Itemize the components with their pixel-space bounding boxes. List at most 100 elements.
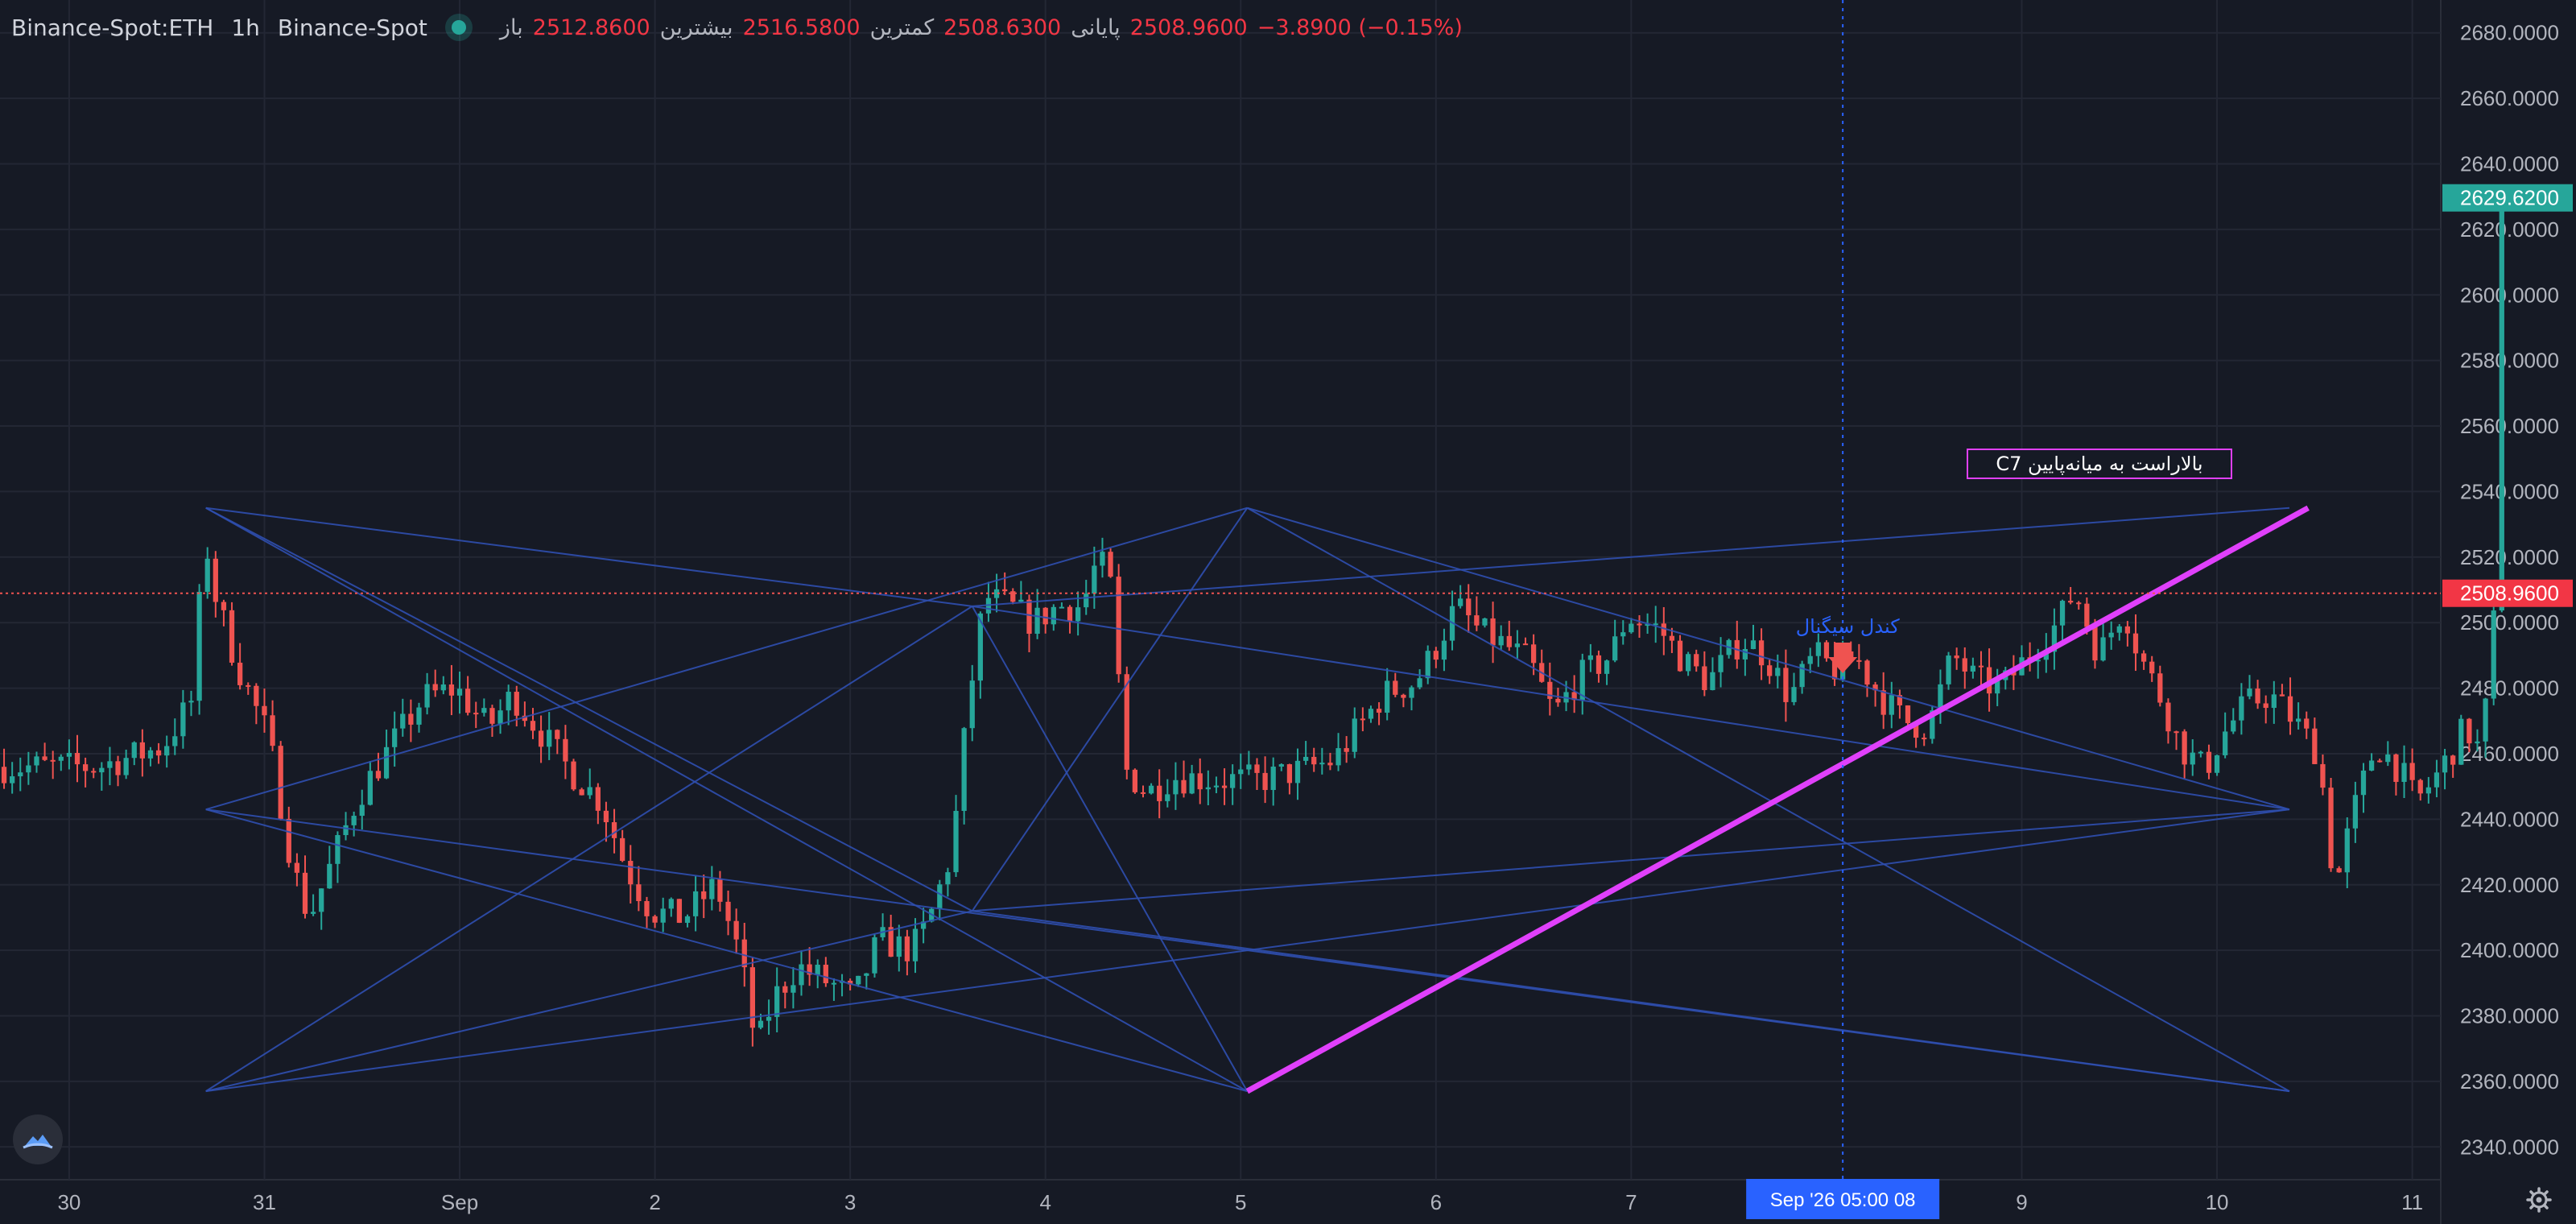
candle-body (2132, 633, 2139, 654)
candle-body (1092, 565, 1097, 594)
cloud-logo-icon[interactable] (13, 1114, 63, 1164)
candle-body (538, 730, 544, 747)
candle-body (1230, 774, 1236, 788)
candle-body (856, 975, 861, 985)
candle-body (2344, 828, 2350, 873)
candle-body (791, 985, 796, 993)
candle-body (1807, 655, 1813, 664)
candle-body (270, 715, 275, 746)
candle-body (1181, 779, 1187, 794)
exchange-label: Binance-Spot (277, 14, 427, 41)
candle-body (1946, 655, 1951, 684)
current-price-label: 2508.9600 (2460, 581, 2559, 606)
candle-body (2124, 626, 2131, 634)
candle-body (131, 742, 137, 759)
candle-body (1352, 718, 1357, 752)
low-label: کمترین (869, 14, 935, 40)
candle-body (310, 912, 316, 914)
candle-body (766, 1016, 772, 1021)
time-tick-label: 30 (57, 1190, 80, 1214)
candle-body (335, 835, 341, 864)
candle-body (888, 927, 894, 957)
candle-body (1466, 598, 1472, 616)
candle-body (2279, 694, 2285, 697)
candle-body (749, 967, 755, 1028)
candle-body (1246, 764, 1252, 770)
pattern-line (205, 808, 1248, 1093)
candle-body (896, 936, 902, 957)
candle-body (1604, 660, 1610, 674)
candle-body (1124, 674, 1129, 770)
current-price-badge (2442, 579, 2573, 607)
price-tick-label: 2380.0000 (2460, 1004, 2559, 1028)
candle-body (2401, 763, 2407, 782)
candle-body (709, 879, 715, 899)
candle-body (1401, 694, 1406, 698)
candle-body (1270, 767, 1276, 791)
candle-body (180, 702, 186, 737)
candle-body (1823, 642, 1830, 659)
price-tick-label: 2660.0000 (2460, 86, 2559, 110)
candle-body (294, 862, 300, 873)
candle-body (2434, 772, 2440, 788)
time-tick-label: 11 (2401, 1190, 2423, 1214)
candle-body (481, 708, 487, 713)
candle-body (1205, 787, 1211, 790)
candle-body (636, 884, 642, 901)
candle-body (302, 872, 308, 914)
candle-body (1084, 593, 1089, 608)
candle-body (1140, 792, 1146, 794)
candle-body (1100, 552, 1105, 566)
candle-body (1360, 718, 1365, 721)
candle-body (1238, 769, 1244, 775)
candle-body (359, 804, 365, 817)
candle-body (2499, 197, 2504, 611)
candle-body (50, 759, 56, 762)
candle-body (530, 721, 536, 731)
candle-body (2223, 731, 2228, 755)
candle-body (2393, 754, 2399, 782)
candle-body (1075, 607, 1081, 622)
candle-body (547, 730, 552, 747)
candle-body (2467, 718, 2472, 744)
pattern-line (205, 606, 973, 1092)
candle-body (2458, 718, 2464, 765)
candle-body (2140, 653, 2147, 662)
candle-body (2157, 673, 2163, 703)
candle-body (2304, 718, 2310, 729)
crosshair-time-badge (1746, 1179, 1940, 1219)
candle-body (99, 767, 105, 773)
candle-body (1872, 684, 1878, 691)
pattern-line (972, 507, 2290, 607)
candle-body (164, 746, 170, 756)
symbol-name[interactable]: Binance-Spot:ETH (11, 14, 214, 41)
candle-body (91, 771, 97, 773)
candle-body (1262, 772, 1268, 791)
candle-body (188, 701, 194, 703)
candle-body (2100, 637, 2106, 661)
candle-body (1441, 640, 1447, 660)
candle-body (2336, 868, 2342, 873)
pattern-line (971, 606, 1249, 1092)
candle-body (2328, 788, 2334, 869)
candle-body (1221, 785, 1228, 788)
price-tick-label: 2540.0000 (2460, 479, 2559, 503)
candle-body (2051, 625, 2058, 652)
candle-body (2312, 728, 2318, 764)
candle-body (319, 888, 324, 912)
gear-icon[interactable] (2523, 1184, 2555, 1216)
pattern-line (972, 910, 2290, 1093)
candle-body (1311, 756, 1317, 765)
candle-body (139, 742, 145, 759)
candle-body (1522, 643, 1529, 646)
timeframe-label[interactable]: 1h (231, 14, 260, 41)
candle-body (440, 684, 446, 691)
candle-body (1278, 764, 1284, 767)
candle-body (1059, 606, 1065, 609)
candle-body (1026, 599, 1032, 635)
candle-body (204, 558, 210, 592)
candle-body (351, 816, 357, 825)
candle-body (2190, 752, 2195, 765)
